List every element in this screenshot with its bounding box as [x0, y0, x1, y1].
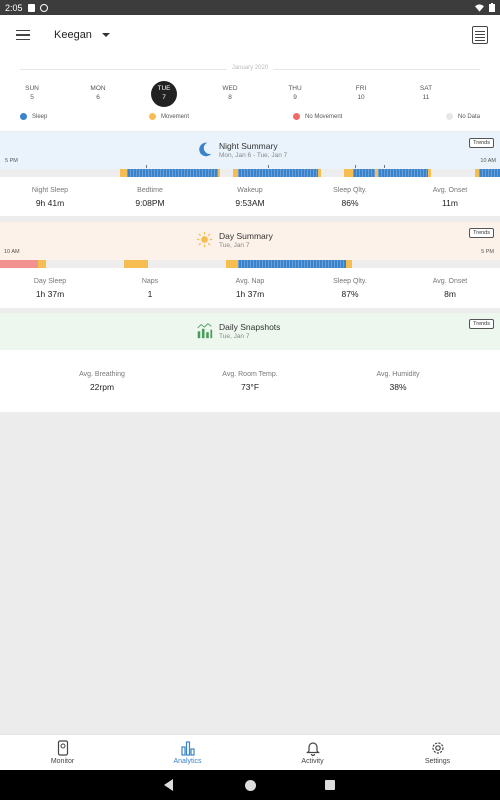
- profile-selector[interactable]: Keegan: [54, 29, 110, 41]
- status-time: 2:05: [5, 2, 23, 13]
- chevron-down-icon: [101, 33, 110, 37]
- menu-icon[interactable]: [12, 24, 34, 46]
- day-stats: Day Sleep 1h 37m Naps 1 Avg. Nap 1h 37m Sle…: [0, 278, 500, 299]
- snapshot-stat-room-temp: Avg. Room Temp. 73°F: [222, 371, 278, 392]
- status-bar: 2:05: [0, 0, 500, 15]
- nav-analytics[interactable]: Analytics: [125, 735, 250, 770]
- snapshot-stat-humidity: Avg. Humidity 38%: [376, 371, 420, 392]
- legend-movement: Movement: [149, 113, 189, 120]
- night-summary-header: Night Summary Mon, Jan 6 - Tue, Jan 7 Tr…: [0, 132, 500, 170]
- week-strip: January 2020 SUN 5 MON 6 TUE 7 WED 8 THU 9 FR…: [0, 55, 500, 131]
- night-stat-bedtime: Bedtime 9:08PM: [135, 187, 165, 208]
- moon-icon: [199, 142, 212, 157]
- day-stat-sleep-quality: Sleep Qlty. 87%: [333, 278, 367, 299]
- day-sun[interactable]: SUN 5: [25, 85, 39, 101]
- night-stats: Night Sleep 9h 41m Bedtime 9:08PM Wakeup 9:…: [0, 187, 500, 208]
- night-start-label: 5 PM: [5, 158, 18, 164]
- day-stat-naps: Naps 1: [141, 278, 159, 299]
- system-nav-bar: [0, 770, 500, 800]
- recent-apps-icon[interactable]: [325, 780, 335, 790]
- day-end-label: 5 PM: [481, 249, 494, 255]
- day-tue[interactable]: TUE 7: [151, 81, 177, 107]
- night-summary-card[interactable]: Night Summary Mon, Jan 6 - Tue, Jan 7 Tr…: [0, 132, 500, 216]
- day-wed[interactable]: WED 8: [222, 85, 238, 101]
- day-timeline: [0, 260, 500, 268]
- day-stat-day-sleep: Day Sleep 1h 37m: [33, 278, 67, 299]
- night-stat-sleep-quality: Sleep Qlty. 86%: [333, 187, 367, 208]
- sun-icon: [196, 231, 213, 248]
- day-summary-header: Day Summary Tue, Jan 7 Trends 10 AM 5 PM: [0, 222, 500, 260]
- snapshot-stat-breathing: Avg. Breathing 22rpm: [79, 371, 125, 392]
- daily-snapshots-header: Daily Snapshots Tue, Jan 7 Trends: [0, 313, 500, 350]
- home-icon[interactable]: [245, 780, 256, 791]
- night-end-label: 10 AM: [480, 158, 496, 164]
- day-sleep-segment: [238, 260, 346, 268]
- night-summary-subtitle: Mon, Jan 6 - Tue, Jan 7: [219, 152, 288, 159]
- snapshot-stats: Avg. Breathing 22rpm Avg. Room Temp. 73°F …: [0, 371, 500, 392]
- day-stat-avg-onset: Avg. Onset 8m: [432, 278, 468, 299]
- day-summary-card[interactable]: Day Summary Tue, Jan 7 Trends 10 AM 5 PM…: [0, 222, 500, 308]
- night-stat-wakeup: Wakeup 9:53AM: [235, 187, 265, 208]
- night-summary-title: Night Summary: [219, 141, 278, 151]
- bottom-nav: Monitor Analytics Activity Settings: [0, 734, 500, 770]
- snapshots-trends-button[interactable]: Trends: [469, 319, 494, 329]
- day-thu[interactable]: THU 9: [288, 85, 302, 101]
- legend-no-data: No Data: [446, 113, 480, 120]
- day-summary-title: Day Summary: [219, 231, 273, 241]
- profile-name: Keegan: [54, 29, 92, 41]
- bell-icon: [305, 742, 320, 756]
- sd-card-icon: [27, 3, 35, 12]
- daily-snapshots-card[interactable]: Daily Snapshots Tue, Jan 7 Trends Avg. B…: [0, 313, 500, 412]
- legend-sleep: Sleep: [20, 113, 47, 120]
- nav-monitor[interactable]: Monitor: [0, 735, 125, 770]
- gear-icon: [431, 742, 444, 754]
- day-mon[interactable]: MON 6: [90, 85, 106, 101]
- day-no-movement-segment: [0, 260, 38, 268]
- daily-snapshots-title: Daily Snapshots: [219, 322, 281, 332]
- app-bar: Keegan: [0, 15, 500, 55]
- day-sat[interactable]: SAT 11: [419, 85, 433, 101]
- legend: Sleep Movement No Movement No Data: [0, 113, 500, 125]
- night-timeline: [0, 165, 500, 177]
- wifi-icon: [475, 3, 484, 12]
- month-label: January 2020: [226, 65, 274, 71]
- night-stat-avg-onset: Avg. Onset 11m: [432, 187, 468, 208]
- day-trends-button[interactable]: Trends: [469, 228, 494, 238]
- night-sleep-segment: [127, 169, 218, 177]
- sync-icon: [39, 3, 48, 12]
- day-stat-avg-nap: Avg. Nap 1h 37m: [235, 278, 265, 299]
- day-summary-subtitle: Tue, Jan 7: [219, 242, 250, 249]
- legend-no-movement: No Movement: [293, 113, 342, 120]
- back-icon[interactable]: [164, 779, 173, 791]
- monitor-icon: [57, 740, 68, 756]
- day-start-label: 10 AM: [4, 249, 20, 255]
- calendar-icon[interactable]: [472, 26, 488, 44]
- nav-settings[interactable]: Settings: [375, 735, 500, 770]
- night-stat-night-sleep: Night Sleep 9h 41m: [31, 187, 69, 208]
- night-trends-button[interactable]: Trends: [469, 138, 494, 148]
- day-fri[interactable]: FRI 10: [355, 85, 367, 101]
- analytics-icon: [180, 741, 195, 756]
- bar-chart-icon: [197, 323, 213, 339]
- daily-snapshots-subtitle: Tue, Jan 7: [219, 333, 250, 340]
- night-movement-segment: [120, 169, 127, 177]
- battery-icon: [489, 3, 495, 12]
- nav-activity[interactable]: Activity: [250, 735, 375, 770]
